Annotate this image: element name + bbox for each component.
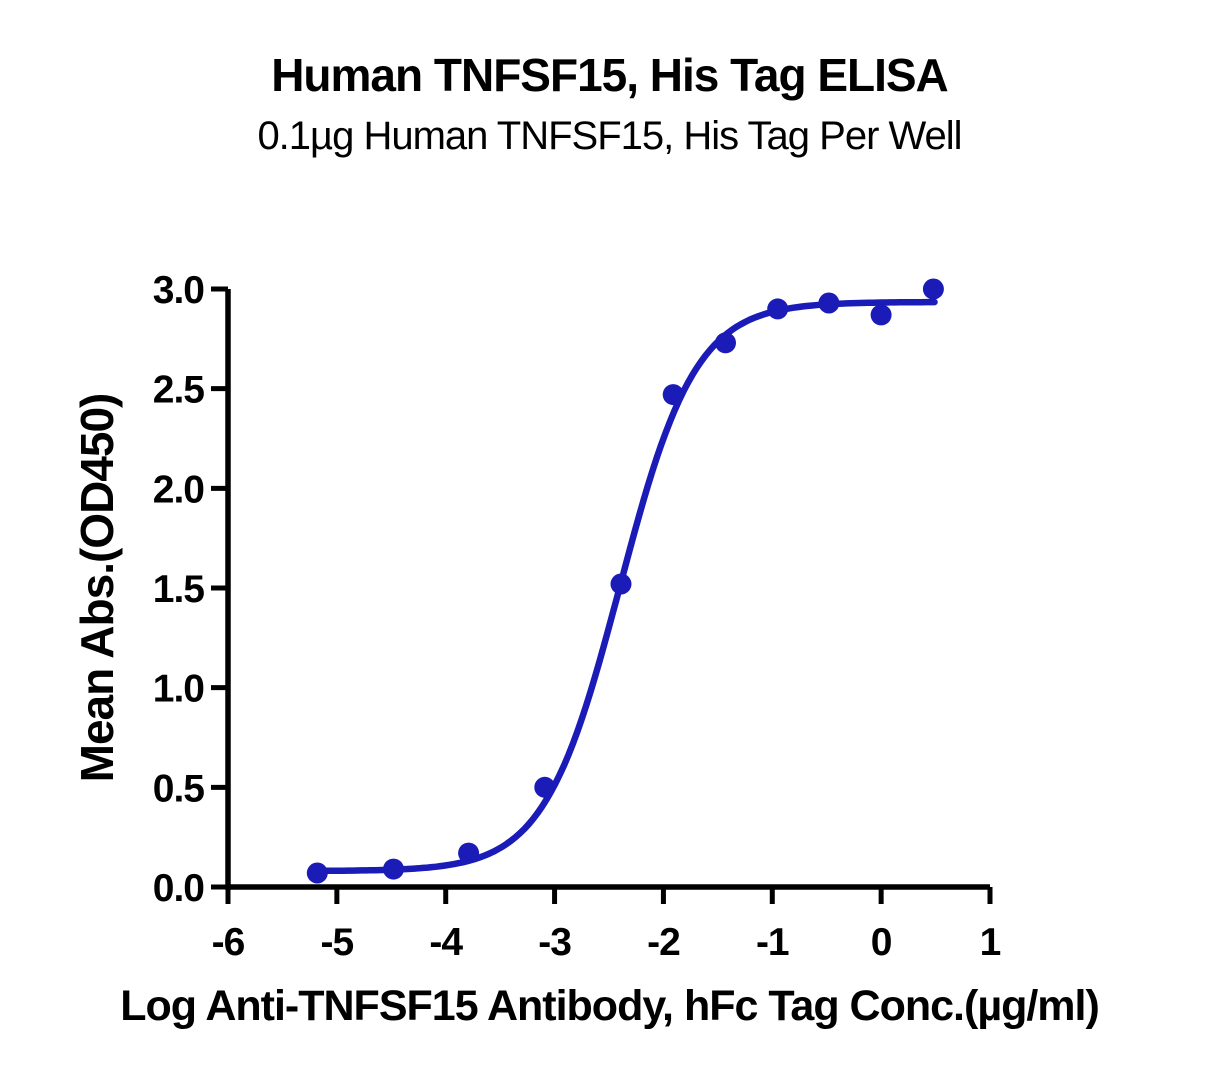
y-axis-label: Mean Abs.(OD450)	[71, 393, 123, 783]
data-point	[818, 292, 840, 314]
data-point	[662, 384, 684, 406]
x-tick-label: -3	[538, 921, 571, 964]
x-tick-label: -6	[212, 921, 245, 964]
data-point	[610, 573, 632, 595]
chart-title: Human TNFSF15, His Tag ELISA	[271, 49, 949, 101]
y-tick-label: 3.0	[153, 269, 205, 312]
data-point	[306, 862, 328, 884]
x-tick-label: 0	[871, 921, 892, 964]
y-tick-label: 2.0	[153, 468, 205, 511]
y-tick-label: 0.0	[153, 867, 205, 910]
data-point	[767, 298, 789, 320]
y-tick-label: 1.0	[153, 668, 205, 711]
x-tick-label: -2	[647, 921, 680, 964]
data-point	[458, 842, 480, 864]
x-axis-label: Log Anti-TNFSF15 Antibody, hFc Tag Conc.…	[120, 982, 1100, 1030]
y-tick-label: 1.5	[153, 568, 205, 611]
x-tick-label: 1	[980, 921, 1001, 964]
y-tick-label: 2.5	[153, 369, 205, 412]
x-tick-label: -4	[429, 921, 463, 964]
data-point	[383, 858, 404, 880]
chart-subtitle: 0.1µg Human TNFSF15, His Tag Per Well	[257, 114, 962, 158]
data-point	[922, 278, 944, 300]
data-point	[715, 332, 736, 354]
y-tick-label: 0.5	[153, 767, 205, 810]
data-point	[870, 304, 892, 326]
data-point	[534, 776, 556, 798]
x-tick-label: -1	[756, 921, 789, 964]
x-tick-label: -5	[321, 921, 354, 964]
